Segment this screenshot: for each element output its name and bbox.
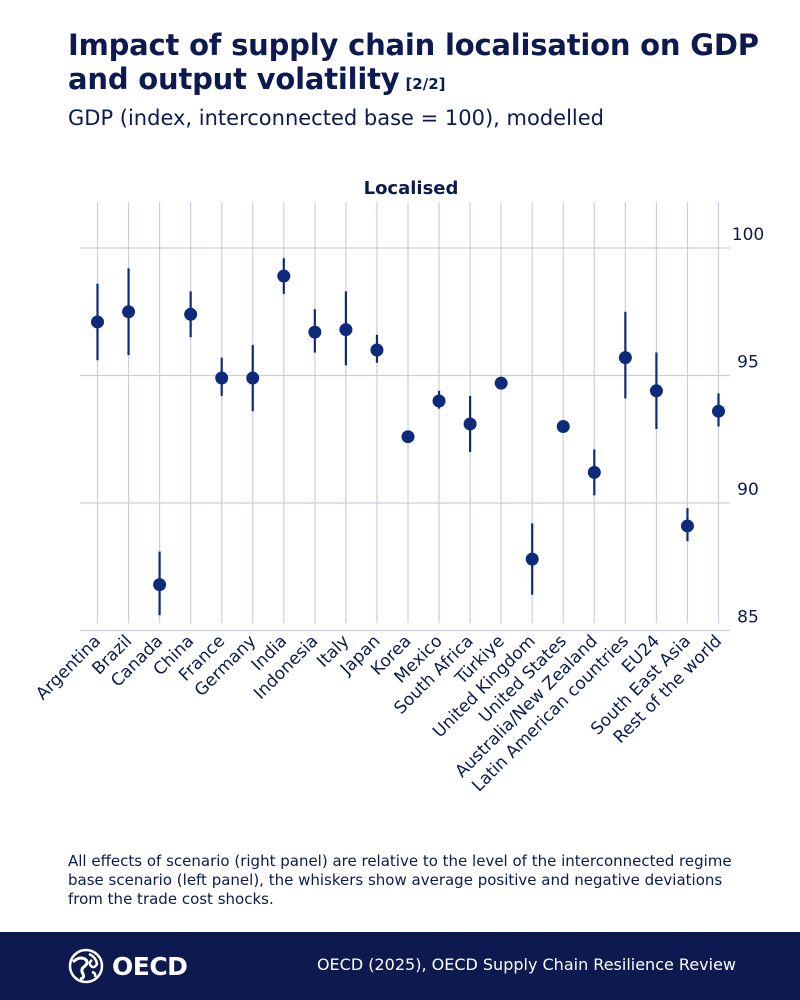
logo-text: OECD — [112, 951, 188, 981]
label-layer: Localised859095100ArgentinaBrazilCanadaC… — [32, 178, 764, 796]
data-point — [215, 371, 229, 385]
data-point — [153, 578, 167, 592]
y-tick-label: 85 — [737, 608, 759, 628]
data-point — [649, 384, 663, 398]
data-point — [91, 315, 104, 329]
data-point — [184, 307, 198, 321]
y-tick-label: 95 — [737, 353, 759, 373]
point-layer — [91, 269, 725, 592]
data-point — [401, 430, 415, 444]
chart-note: All effects of scenario (right panel) ar… — [68, 852, 732, 908]
data-point — [680, 519, 694, 533]
grid-layer — [80, 202, 730, 632]
globe-icon — [68, 948, 104, 984]
y-tick-label: 100 — [732, 225, 764, 245]
chart-part-label: [2/2] — [405, 75, 446, 93]
chart-title-text: Impact of supply chain localisation on G… — [68, 28, 759, 96]
data-point — [277, 269, 291, 283]
data-point — [122, 305, 136, 319]
panel-title: Localised — [364, 178, 459, 199]
footer: OECD OECD (2025), OECD Supply Chain Resi… — [0, 932, 800, 1000]
data-point — [712, 404, 725, 418]
data-point — [494, 376, 508, 390]
chart-plot: Localised859095100ArgentinaBrazilCanadaC… — [32, 178, 764, 796]
oecd-logo: OECD — [66, 948, 188, 984]
data-point — [432, 394, 446, 408]
data-point — [370, 343, 384, 357]
y-tick-label: 90 — [737, 480, 759, 500]
source-text: OECD (2025), OECD Supply Chain Resilienc… — [316, 955, 736, 974]
data-point — [463, 417, 477, 431]
data-point — [525, 552, 539, 566]
chart-title: Impact of supply chain localisation on G… — [68, 28, 768, 101]
chart-subtitle: GDP (index, interconnected base = 100), … — [68, 106, 604, 130]
data-point — [339, 323, 353, 337]
data-point — [618, 351, 632, 365]
data-point — [308, 325, 322, 339]
data-point — [556, 420, 570, 433]
data-point — [246, 371, 260, 385]
data-point — [587, 465, 601, 479]
